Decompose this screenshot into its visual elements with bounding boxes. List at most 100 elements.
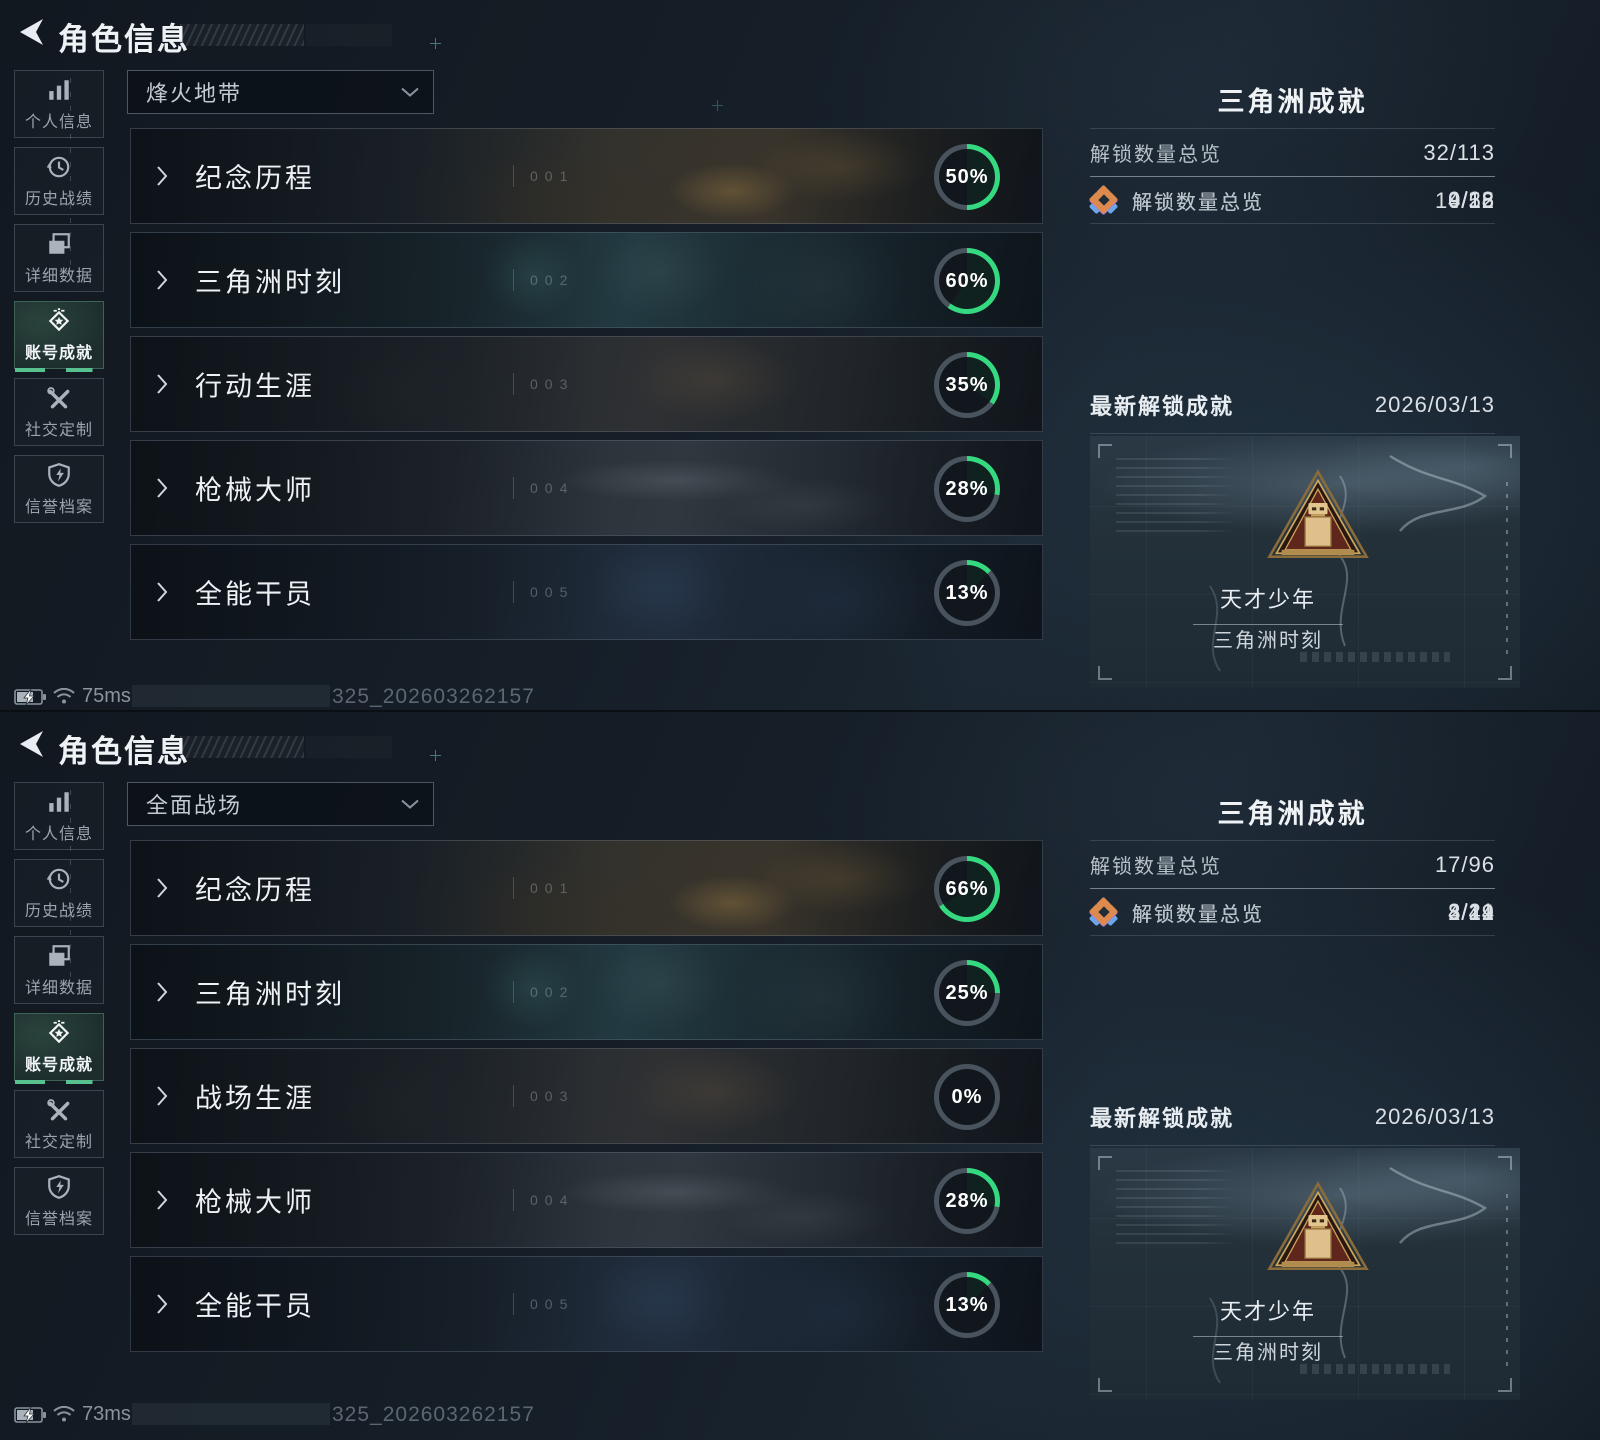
back-arrow-icon: [20, 19, 43, 45]
tools-icon: [46, 385, 72, 411]
achievement-category-row[interactable]: 枪械大师 004 28%: [130, 1152, 1043, 1248]
sidebar-item[interactable]: 个人信息: [14, 70, 104, 138]
achievement-medal-icon: [1266, 468, 1370, 564]
progress-ring: 50%: [934, 144, 1000, 210]
watermark-strip: [132, 1403, 330, 1425]
sidebar-item[interactable]: 信誉档案: [14, 455, 104, 523]
achievement-category-row[interactable]: 枪械大师 004 28%: [130, 440, 1043, 536]
stat-row-tier: 解锁数量总览 3/21: [1088, 888, 1495, 936]
stat-row-tier: 解锁数量总览 4/15: [1088, 176, 1495, 224]
watermark-strip: [132, 685, 330, 707]
achievement-category-row[interactable]: 全能干员 005 13%: [130, 1256, 1043, 1352]
mode-dropdown-value: 全面战场: [146, 793, 243, 818]
sidebar-item[interactable]: 历史战绩: [14, 147, 104, 215]
shield-icon: [46, 462, 72, 488]
documents-icon: [46, 231, 72, 257]
sidebar-item[interactable]: 详细数据: [14, 936, 104, 1004]
category-title: 全能干员: [195, 1291, 315, 1322]
chevron-down-icon: [401, 87, 419, 97]
chevron-right-icon: [155, 581, 169, 603]
latest-achievement-showcase: 天才少年 三角洲时刻: [1090, 436, 1520, 688]
ping-value: 75ms: [82, 685, 131, 707]
achievement-category-list: 纪念历程 001 66% 三角洲时刻 002 25%: [130, 840, 1043, 1360]
sidebar-item[interactable]: 详细数据: [14, 224, 104, 292]
history-clock-icon: [46, 866, 72, 892]
tier-diamond-icon: [1088, 896, 1119, 927]
sidebar-item[interactable]: 账号成就: [14, 1013, 104, 1084]
mode-dropdown[interactable]: 全面战场: [127, 782, 434, 826]
page-title: 角色信息: [58, 22, 190, 57]
sidebar-item[interactable]: 个人信息: [14, 782, 104, 850]
progress-ring: 25%: [934, 960, 1000, 1026]
achievement-category-row[interactable]: 三角洲时刻 002 25%: [130, 944, 1043, 1040]
status-bar: 75ms 325_202603262157: [0, 684, 1600, 710]
stat-row-tier: 解锁数量总览 9/28: [1088, 176, 1495, 224]
ruler-decoration: [70, 78, 71, 268]
category-title: 三角洲时刻: [195, 267, 345, 298]
progress-ring: 13%: [934, 560, 1000, 626]
achievement-badge-icon: [46, 1019, 72, 1046]
sidebar-item[interactable]: 社交定制: [14, 378, 104, 446]
achievement-category-row[interactable]: 行动生涯 003 35%: [130, 336, 1043, 432]
stat-row-total: 解锁数量总览 32/113: [1090, 128, 1495, 176]
achievement-category-row[interactable]: 纪念历程 001 50%: [130, 128, 1043, 224]
achievement-category-list: 纪念历程 001 50% 三角洲时刻 002 60%: [130, 128, 1043, 648]
mode-dropdown[interactable]: 烽火地带: [127, 70, 434, 114]
achievement-category-row[interactable]: 纪念历程 001 66%: [130, 840, 1043, 936]
title-hatch-decoration: [180, 736, 304, 758]
category-index: 001: [513, 165, 574, 187]
progress-ring: 13%: [934, 1272, 1000, 1338]
category-index: 004: [513, 477, 574, 499]
chevron-right-icon: [155, 165, 169, 187]
sidebar-item[interactable]: 信誉档案: [14, 1167, 104, 1235]
category-title: 枪械大师: [195, 475, 315, 506]
deco-cross: [712, 100, 723, 111]
stat-row-tier: 解锁数量总览 10/52: [1088, 176, 1495, 224]
category-index: 005: [513, 581, 574, 603]
progress-percent: 50%: [945, 165, 989, 188]
achievement-category-row[interactable]: 三角洲时刻 002 60%: [130, 232, 1043, 328]
progress-ring: 60%: [934, 248, 1000, 314]
sidebar-item[interactable]: 历史战绩: [14, 859, 104, 927]
stat-row-latest: 最新解锁成就 2026/03/13: [1090, 376, 1495, 434]
achievement-category-row[interactable]: 全能干员 005 13%: [130, 544, 1043, 640]
achievement-category: 三角洲时刻: [1213, 1342, 1323, 1364]
category-index: 001: [513, 877, 574, 899]
category-index: 005: [513, 1293, 574, 1315]
documents-icon: [46, 943, 72, 969]
sidebar-item[interactable]: 账号成就: [14, 301, 104, 372]
progress-percent: 28%: [945, 477, 989, 500]
watermark-text: 325_202603262157: [332, 1403, 535, 1426]
bar-chart-icon: [46, 789, 72, 815]
panel-title: 三角洲成就: [1217, 799, 1368, 829]
status-bar: 73ms 325_202603262157: [0, 1402, 1600, 1428]
chevron-right-icon: [155, 981, 169, 1003]
achievement-badge-icon: [46, 307, 72, 334]
progress-ring: 28%: [934, 1168, 1000, 1234]
category-index: 002: [513, 981, 574, 1003]
chevron-right-icon: [155, 1189, 169, 1211]
tier-diamond-icon: [1088, 184, 1119, 215]
progress-percent: 13%: [945, 581, 989, 604]
achievement-category: 三角洲时刻: [1213, 630, 1323, 652]
back-button[interactable]: [14, 16, 46, 48]
category-index: 004: [513, 1189, 574, 1211]
panel-title: 三角洲成就: [1217, 87, 1368, 117]
chevron-right-icon: [155, 877, 169, 899]
chevron-right-icon: [155, 1085, 169, 1107]
stat-row-latest: 最新解锁成就 2026/03/13: [1090, 1088, 1495, 1146]
shield-icon: [46, 1174, 72, 1200]
back-button[interactable]: [14, 728, 46, 760]
achievement-category-row[interactable]: 战场生涯 003 0%: [130, 1048, 1043, 1144]
progress-percent: 35%: [945, 373, 989, 396]
progress-percent: 13%: [945, 1293, 989, 1316]
back-arrow-icon: [20, 731, 43, 757]
progress-percent: 25%: [945, 981, 989, 1004]
sidebar-item[interactable]: 社交定制: [14, 1090, 104, 1158]
category-title: 行动生涯: [195, 371, 315, 402]
achievement-medal-icon: [1266, 1180, 1370, 1276]
deco-cross: [430, 750, 441, 761]
chevron-right-icon: [155, 373, 169, 395]
category-title: 枪械大师: [195, 1187, 315, 1218]
